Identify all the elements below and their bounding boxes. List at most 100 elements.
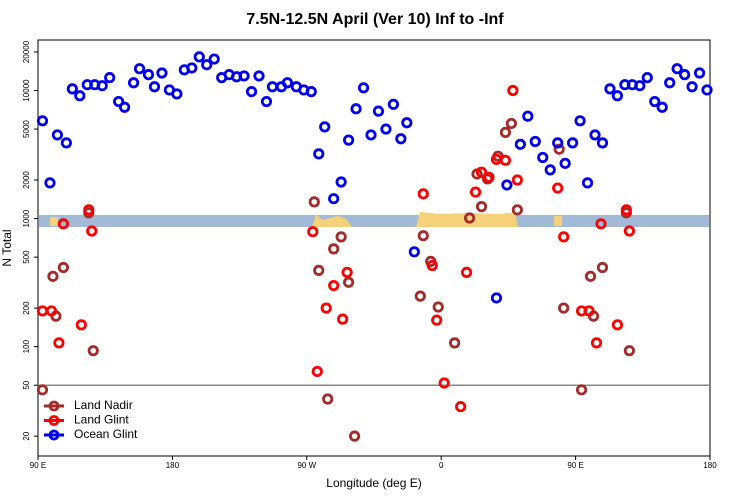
point	[201, 59, 213, 71]
point	[335, 176, 347, 188]
y-tick-label: 500	[22, 250, 31, 264]
point	[499, 126, 512, 138]
point	[305, 86, 317, 98]
point	[44, 177, 56, 189]
point	[260, 95, 273, 108]
point	[559, 157, 571, 169]
point	[583, 305, 595, 317]
y-tick-label: 100	[22, 339, 31, 353]
point	[483, 171, 495, 183]
point	[664, 77, 676, 89]
point	[460, 266, 473, 278]
point	[87, 345, 99, 357]
point	[449, 337, 461, 349]
y-tick-label: 5000	[22, 120, 31, 138]
point	[596, 261, 609, 274]
point	[401, 117, 413, 129]
point	[567, 137, 579, 149]
y-axis-label: N Total	[0, 229, 14, 266]
point	[505, 117, 517, 130]
legend-marker	[48, 429, 60, 441]
point	[499, 154, 512, 166]
point	[193, 51, 205, 63]
point	[679, 69, 691, 81]
point	[604, 83, 616, 95]
point	[463, 212, 476, 224]
point	[611, 90, 624, 102]
point	[414, 290, 426, 302]
point	[432, 301, 444, 313]
point	[45, 305, 58, 317]
point	[623, 345, 635, 357]
point	[558, 231, 570, 243]
point	[417, 188, 429, 200]
point	[634, 80, 646, 92]
point	[475, 166, 488, 178]
point	[620, 204, 632, 216]
point	[552, 137, 564, 149]
point	[119, 101, 131, 113]
point	[307, 226, 319, 238]
point	[387, 98, 400, 110]
y-tick-label: 10000	[22, 79, 31, 102]
point	[611, 319, 624, 331]
legend-label: Land Nadir	[74, 398, 133, 412]
point	[575, 384, 588, 396]
point	[75, 319, 87, 331]
point	[57, 261, 69, 274]
point	[337, 313, 349, 325]
point	[511, 174, 523, 186]
point	[343, 276, 355, 288]
point	[308, 196, 320, 208]
point	[171, 88, 183, 100]
point	[537, 151, 549, 164]
point	[589, 129, 601, 141]
point	[104, 72, 116, 84]
point	[238, 70, 250, 82]
point	[417, 230, 429, 242]
x-tick-label: 180	[703, 461, 717, 470]
point	[431, 314, 443, 326]
legend-label: Land Glint	[74, 413, 129, 427]
point	[365, 129, 377, 141]
point	[649, 95, 661, 108]
point	[253, 70, 265, 82]
point	[501, 179, 513, 191]
point	[186, 62, 198, 74]
series	[36, 51, 713, 304]
point	[127, 77, 140, 89]
x-tick-label: 180	[166, 461, 180, 470]
point	[348, 430, 361, 442]
point	[693, 67, 706, 79]
point	[686, 81, 698, 93]
point	[514, 138, 526, 150]
point	[47, 270, 59, 282]
point	[581, 177, 594, 189]
y-tick-label: 2000	[22, 171, 31, 189]
y-tick-label: 20000	[22, 40, 31, 63]
point	[156, 67, 168, 79]
chart-title: 7.5N-12.5N April (Ver 10) Inf to -Inf	[246, 11, 504, 28]
point	[328, 193, 340, 205]
point	[148, 81, 161, 93]
point	[511, 204, 523, 216]
legend-label: Ocean Glint	[74, 427, 138, 441]
point	[36, 384, 49, 396]
point	[590, 337, 603, 349]
point	[372, 105, 385, 117]
point	[507, 84, 519, 97]
x-axis-label: Longitude (deg E)	[326, 476, 421, 490]
point	[320, 302, 332, 314]
point	[558, 302, 570, 314]
point	[36, 305, 49, 317]
point	[490, 292, 503, 304]
point	[553, 143, 565, 155]
point	[313, 148, 325, 160]
point	[335, 231, 347, 243]
x-tick-label: 90 E	[30, 461, 46, 470]
legend-marker	[48, 400, 60, 412]
point	[574, 115, 586, 127]
point	[544, 164, 556, 176]
